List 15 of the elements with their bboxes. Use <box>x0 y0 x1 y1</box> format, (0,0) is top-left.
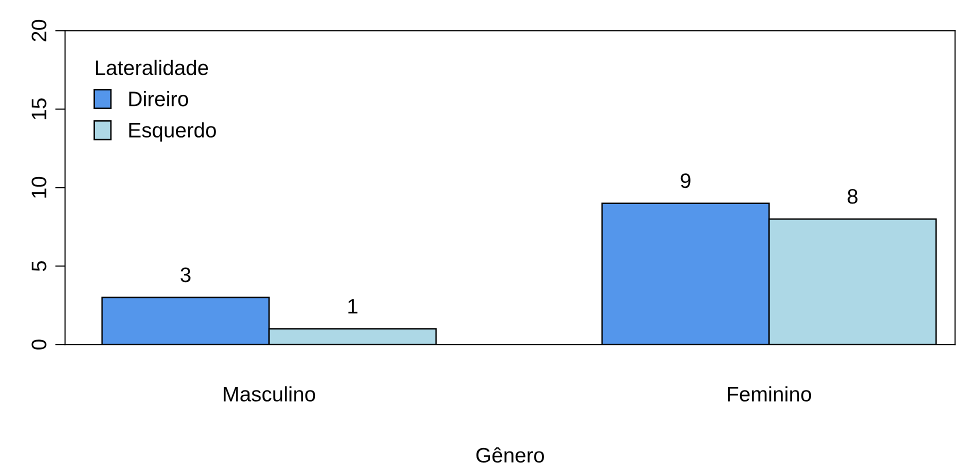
legend-title: Lateralidade <box>96 60 208 76</box>
y-tick-label: 10 <box>32 176 46 198</box>
x-axis-title: Gênero <box>476 447 544 463</box>
legend-label: Esquerdo <box>129 122 216 142</box>
data-label: 1 <box>348 299 358 314</box>
legend-label: Direiro <box>129 91 188 106</box>
data-label: 3 <box>180 267 190 282</box>
data-label: 8 <box>848 189 858 204</box>
x-tick-label: Masculino <box>224 386 316 402</box>
y-tick-label: 15 <box>32 98 46 120</box>
x-tick-label: Feminino <box>728 386 812 402</box>
y-tick-label: 5 <box>32 261 46 272</box>
data-label: 9 <box>680 173 690 188</box>
y-tick-label: 20 <box>32 20 46 42</box>
y-tick-label: 0 <box>32 340 46 350</box>
